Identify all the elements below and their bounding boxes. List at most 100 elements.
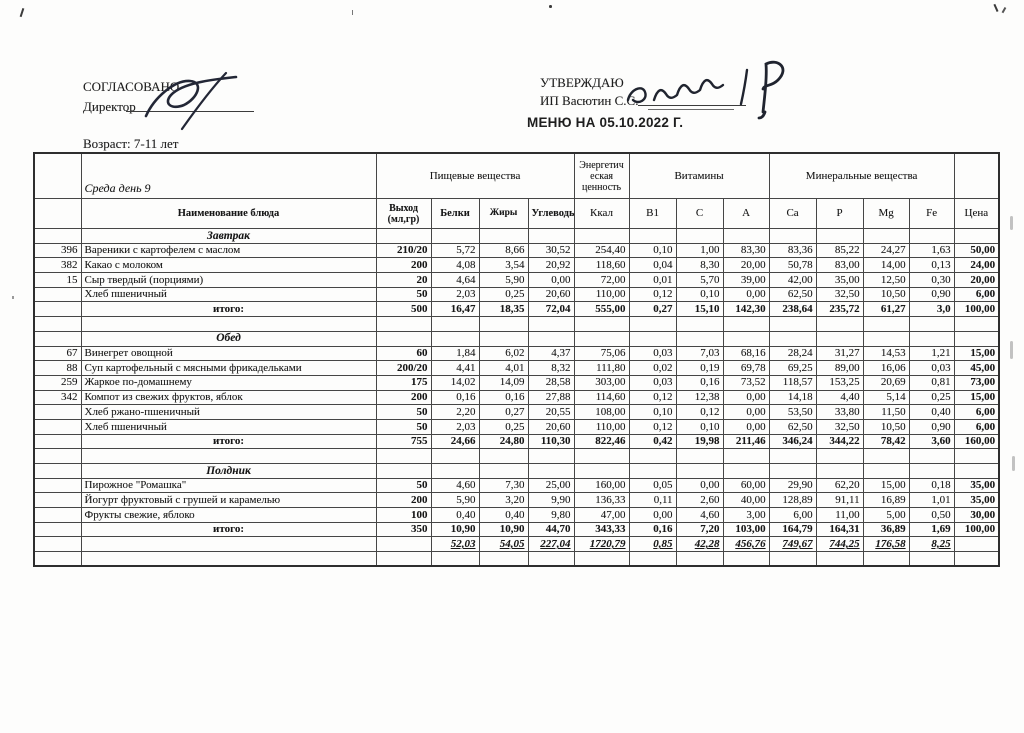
nutrient-value: 0,05 <box>628 477 677 494</box>
group-header-vitamins: Витамины <box>628 152 770 199</box>
nutrient-value: 0,03 <box>628 374 677 391</box>
column-header-b1: B1 <box>628 198 677 229</box>
nutrient-value: 0,16 <box>430 389 480 406</box>
empty-cell <box>768 551 817 567</box>
empty-cell <box>430 228 480 244</box>
total-output: 350 <box>375 521 432 538</box>
empty-cell <box>375 228 432 244</box>
nutrient-value: 110,00 <box>573 286 630 303</box>
nutrient-value: 118,60 <box>573 257 630 274</box>
table-group-header-row: Среда день 9 Пищевые вещества Энергетич … <box>33 152 1000 199</box>
dish-name: Сыр твердый (порциями) <box>80 272 377 288</box>
nutrient-value: 0,00 <box>722 286 770 303</box>
total-value: 18,35 <box>478 301 529 318</box>
empty-cell <box>628 316 677 332</box>
nutrient-value: 4,08 <box>430 257 480 274</box>
total-value: 164,79 <box>768 521 817 538</box>
empty-cell <box>953 316 1000 332</box>
nutrient-value: 111,80 <box>573 360 630 376</box>
price-value: 35,00 <box>953 477 1000 494</box>
grand-total-value: 52,03 <box>430 536 480 553</box>
price-value: 35,00 <box>953 492 1000 509</box>
nutrient-value: 5,00 <box>862 507 910 523</box>
nutrient-value: 0,12 <box>675 404 724 420</box>
dish-name: Йогурт фруктовый с грушей и карамелью <box>80 492 377 509</box>
total-price: 100,00 <box>953 301 1000 318</box>
empty-cell <box>815 448 864 464</box>
dish-row: Йогурт фруктовый с грушей и карамелью 200… <box>33 492 1000 509</box>
nutrient-value: 0,00 <box>722 418 770 435</box>
scan-artifact <box>549 5 552 8</box>
dish-name: Вареники с картофелем с маслом <box>80 242 377 259</box>
scan-artifact <box>1010 341 1013 359</box>
nutrient-value: 0,13 <box>908 257 955 274</box>
empty-cell <box>722 330 770 347</box>
total-value: 7,20 <box>675 521 724 538</box>
empty-cell <box>80 316 377 332</box>
dish-number <box>33 286 82 303</box>
total-value: 24,80 <box>478 433 529 450</box>
price-value: 20,00 <box>953 272 1000 288</box>
output-value: 50 <box>375 404 432 420</box>
nutrient-value: 1,63 <box>908 242 955 259</box>
empty-cell <box>953 228 1000 244</box>
price-value: 30,00 <box>953 507 1000 523</box>
nutrient-value: 20,92 <box>527 257 575 274</box>
empty-cell <box>430 463 480 479</box>
empty-cell <box>478 463 529 479</box>
nutrient-value: 14,02 <box>430 374 480 391</box>
nutrient-value: 2,03 <box>430 418 480 435</box>
total-value: 72,04 <box>527 301 575 318</box>
output-value: 210/20 <box>375 242 432 259</box>
empty-cell <box>675 330 724 347</box>
nutrient-value: 160,00 <box>573 477 630 494</box>
empty-cell <box>908 316 955 332</box>
approver-signature-line <box>638 105 746 107</box>
total-value: 10,90 <box>430 521 480 538</box>
group-header-energy: Энергетич еская ценность <box>573 152 630 199</box>
price-value: 24,00 <box>953 257 1000 274</box>
nutrient-value: 39,00 <box>722 272 770 288</box>
empty-cell <box>527 228 575 244</box>
nutrient-value: 9,90 <box>527 492 575 509</box>
nutrient-value: 20,69 <box>862 374 910 391</box>
price-value: 45,00 <box>953 360 1000 376</box>
dish-number: 88 <box>33 360 82 376</box>
nutrient-value: 0,12 <box>628 389 677 406</box>
nutrient-value: 62,20 <box>815 477 864 494</box>
dish-number: 396 <box>33 242 82 259</box>
section-header-row: Полдник <box>33 463 1000 479</box>
empty-cell <box>628 330 677 347</box>
empty-cell <box>768 330 817 347</box>
column-header-carbs: Углеводы <box>527 198 575 229</box>
approved-label: СОГЛАСОВАНО <box>83 79 180 94</box>
total-value: 103,00 <box>722 521 770 538</box>
total-value: 555,00 <box>573 301 630 318</box>
empty-cell <box>908 551 955 567</box>
nutrient-value: 83,30 <box>722 242 770 259</box>
total-output: 500 <box>375 301 432 318</box>
nutrient-value: 1,21 <box>908 345 955 362</box>
empty-cell <box>862 316 910 332</box>
nutrient-value: 11,00 <box>815 507 864 523</box>
nutrient-value: 6,00 <box>768 507 817 523</box>
empty-row <box>33 448 1000 464</box>
empty-cell <box>815 316 864 332</box>
dish-name: Винегрет овощной <box>80 345 377 362</box>
nutrient-value: 53,50 <box>768 404 817 420</box>
section-header-row: Обед <box>33 330 1000 347</box>
nutrient-value: 4,60 <box>675 507 724 523</box>
nutrient-value: 75,06 <box>573 345 630 362</box>
empty-cell <box>815 463 864 479</box>
total-value: 10,90 <box>478 521 529 538</box>
column-header-a: A <box>722 198 770 229</box>
dish-number <box>33 404 82 420</box>
output-value: 50 <box>375 418 432 435</box>
price-value: 6,00 <box>953 404 1000 420</box>
nutrient-value: 110,00 <box>573 418 630 435</box>
total-value: 238,64 <box>768 301 817 318</box>
dish-number: 67 <box>33 345 82 362</box>
total-value: 235,72 <box>815 301 864 318</box>
nutrient-value: 0,19 <box>675 360 724 376</box>
empty-cell <box>722 448 770 464</box>
